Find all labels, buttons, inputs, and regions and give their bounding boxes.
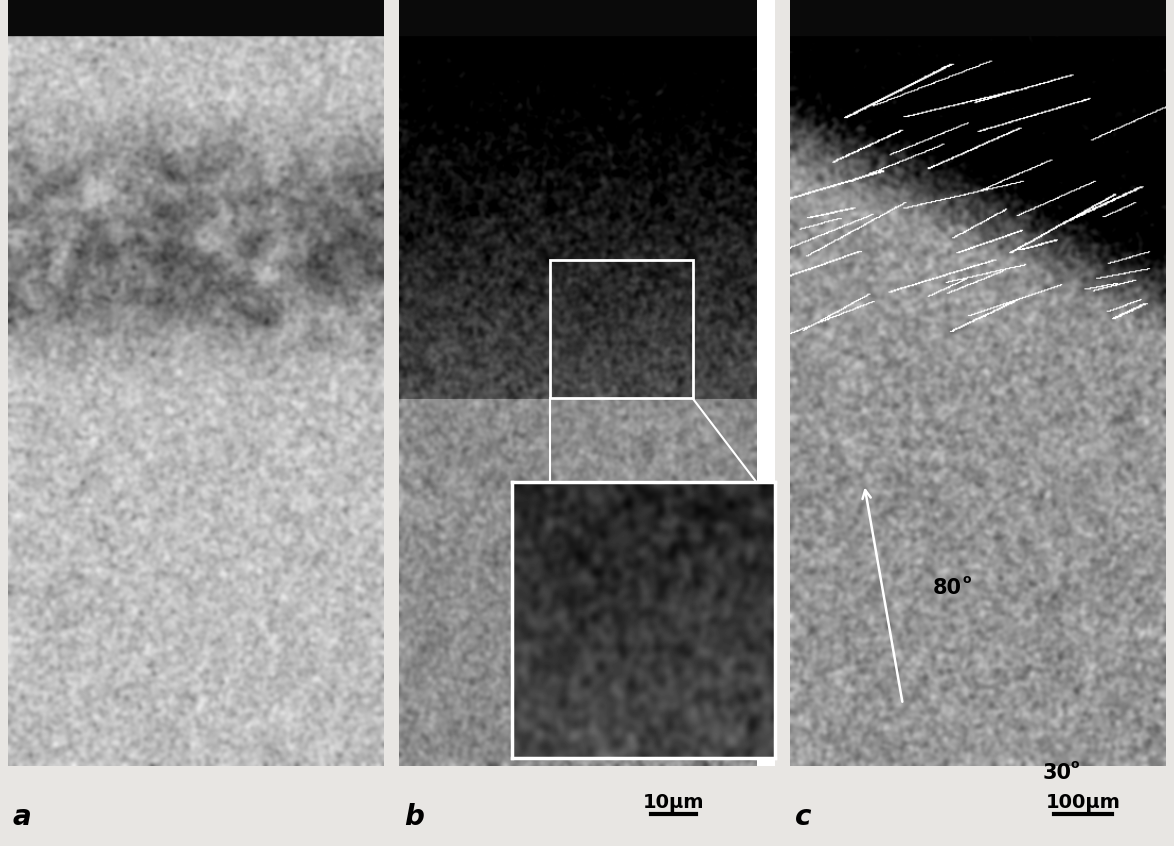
Text: 100μm: 100μm bbox=[1046, 794, 1120, 812]
Text: o: o bbox=[962, 574, 971, 586]
Text: 10μm: 10μm bbox=[642, 794, 704, 812]
Text: 30: 30 bbox=[1043, 763, 1072, 783]
Text: o: o bbox=[1070, 758, 1079, 772]
Bar bbox=[549, 260, 693, 398]
Text: c: c bbox=[795, 803, 811, 831]
Text: a: a bbox=[13, 803, 32, 831]
Text: b: b bbox=[404, 803, 424, 831]
Text: 80: 80 bbox=[932, 579, 962, 598]
